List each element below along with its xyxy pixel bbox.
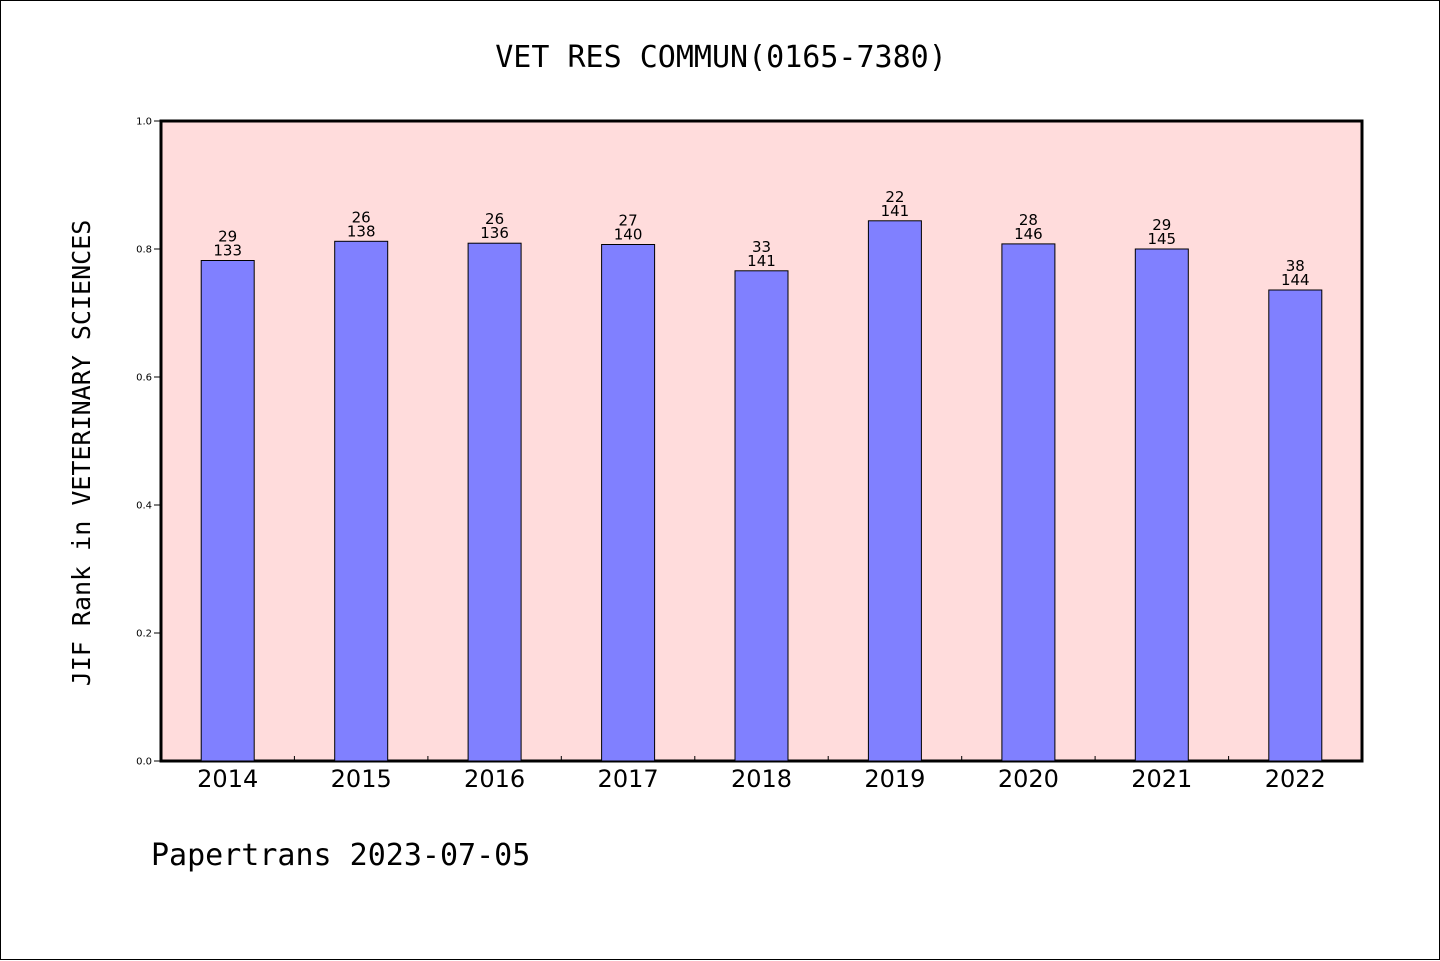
bar-rank-label: 33 [752, 238, 771, 256]
y-axis: 0.0 0.2 0.4 0.6 0.8 1.0 [136, 117, 161, 768]
y-axis-label: JIF Rank in VETERINARY SCIENCES [67, 220, 96, 687]
bar-total-label: 141 [747, 252, 776, 270]
bar-rank-label: 22 [885, 188, 904, 206]
bar-total-label: 138 [347, 222, 376, 240]
bar-total-label: 136 [480, 224, 509, 242]
bar-total-label: 144 [1281, 271, 1310, 289]
bar-rank-label: 29 [218, 228, 237, 246]
y-tick-label: 1.0 [136, 117, 152, 128]
bar-2020 [1001, 243, 1056, 762]
chart-title: VET RES COMMUN(0165-7380) [495, 40, 947, 75]
x-axis: 2014 2015 2016 2017 2018 2019 2020 2021 2022 [197, 756, 1326, 793]
bar-2019 [867, 220, 922, 762]
footer-credit: Papertrans 2023-07-05 [151, 838, 530, 873]
bar-2022 [1268, 289, 1323, 762]
bar-2021 [1134, 248, 1189, 762]
x-tick-label: 2019 [864, 765, 925, 793]
bar-rank-label: 28 [1019, 211, 1038, 229]
bar-rank-label: 38 [1286, 257, 1305, 275]
y-tick-label: 0.2 [136, 629, 152, 640]
y-tick-label: 0.6 [136, 373, 152, 384]
bar-2015 [334, 240, 389, 762]
bars-group [200, 220, 1323, 762]
bar-2014 [200, 260, 255, 762]
x-tick-label: 2017 [598, 765, 659, 793]
x-tick-label: 2014 [197, 765, 258, 793]
y-tick-label: 0.0 [136, 757, 152, 768]
x-tick-label: 2022 [1265, 765, 1326, 793]
bar-total-label: 140 [614, 226, 643, 244]
x-tick-label: 2018 [731, 765, 792, 793]
bar-rank-label: 26 [485, 210, 504, 228]
bar-rank-label: 29 [1152, 216, 1171, 234]
bar-total-label: 133 [213, 242, 242, 260]
bar-total-label: 146 [1014, 225, 1043, 243]
bar-rank-label: 27 [619, 212, 638, 230]
bar-2016 [467, 242, 522, 762]
bar-2017 [601, 244, 656, 762]
x-tick-label: 2015 [331, 765, 392, 793]
bar-total-label: 145 [1147, 230, 1176, 248]
bar-total-label: 141 [881, 202, 910, 220]
x-tick-label: 2021 [1131, 765, 1192, 793]
bar-2018 [734, 270, 789, 762]
y-tick-label: 0.4 [136, 501, 152, 512]
x-tick-label: 2016 [464, 765, 525, 793]
x-tick-label: 2020 [998, 765, 1059, 793]
bar-rank-label: 26 [352, 208, 371, 226]
y-tick-label: 0.8 [136, 245, 152, 256]
